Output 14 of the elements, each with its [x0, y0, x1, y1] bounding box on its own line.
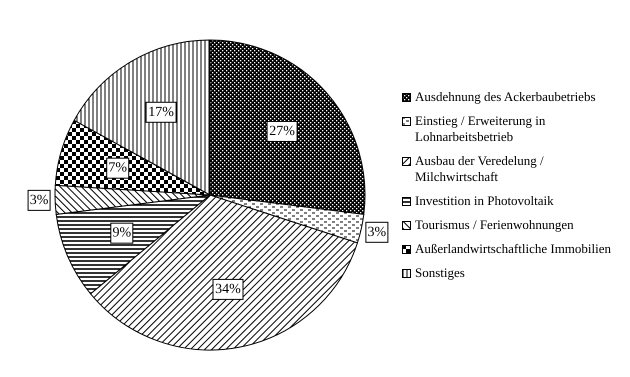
- legend-label: Investition in Photovoltaik: [415, 192, 554, 208]
- data-label: 9%: [112, 226, 132, 241]
- legend-label: Außerlandwirtschaftliche Immobilien: [415, 240, 612, 256]
- legend-label: Einstieg / Erweiterung in Lohnarbeitsbetrieb: [415, 112, 546, 144]
- legend-label: Tourismus / Ferienwohnungen: [415, 216, 574, 232]
- legend-label: Ausbau der Veredelung / Milchwirtschaft: [415, 152, 545, 184]
- data-label: 3%: [30, 192, 49, 208]
- data-label: 27%: [269, 124, 296, 139]
- data-label: 3%: [368, 224, 387, 240]
- data-label: 17%: [148, 104, 174, 120]
- legend-label: Ausdehnung des Ackerbaubetriebs: [415, 88, 596, 104]
- legend-label: Sonstiges: [415, 264, 465, 280]
- data-label: 7%: [108, 160, 128, 176]
- data-label: 34%: [215, 282, 242, 297]
